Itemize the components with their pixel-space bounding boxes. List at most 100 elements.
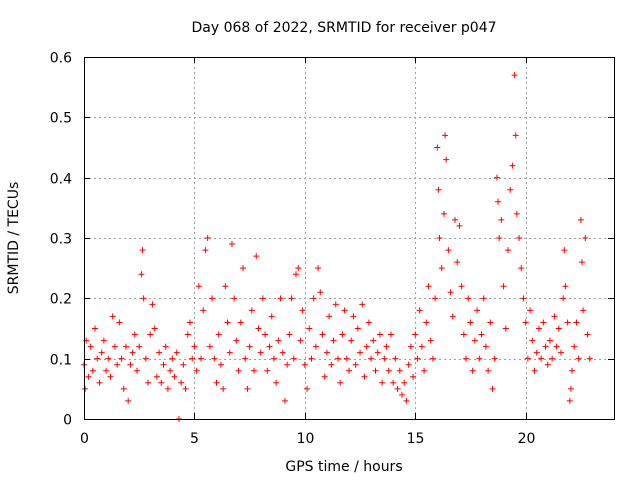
data-point — [540, 319, 547, 326]
data-point — [149, 301, 156, 308]
data-point — [195, 283, 202, 290]
data-point — [277, 295, 284, 302]
data-point — [279, 349, 286, 356]
data-point — [297, 337, 304, 344]
data-point — [105, 355, 112, 362]
data-point — [359, 301, 366, 308]
data-point — [315, 265, 322, 272]
data-point — [255, 325, 262, 332]
data-point — [339, 331, 346, 338]
data-point — [306, 325, 313, 332]
data-point — [94, 355, 101, 362]
data-point — [111, 343, 118, 350]
data-point — [204, 235, 211, 241]
data-point — [427, 337, 434, 344]
data-point — [164, 385, 171, 392]
data-point — [396, 367, 403, 374]
data-point — [103, 367, 110, 374]
data-point — [438, 265, 445, 272]
data-point — [460, 331, 467, 338]
data-point — [257, 349, 264, 356]
data-point — [533, 349, 540, 356]
data-point — [301, 361, 308, 368]
data-point — [290, 355, 297, 362]
data-point — [134, 367, 140, 374]
data-point — [487, 319, 494, 326]
data-point — [206, 343, 213, 350]
data-point — [390, 379, 397, 386]
data-point — [326, 313, 333, 320]
axis-ticks — [84, 57, 614, 420]
data-point — [440, 210, 447, 217]
data-point — [476, 355, 483, 362]
data-point — [376, 331, 383, 338]
data-point — [319, 331, 326, 338]
data-point — [442, 132, 449, 139]
data-point — [346, 367, 352, 374]
data-point — [259, 295, 266, 302]
data-point — [173, 349, 180, 356]
x-tick-label: 5 — [190, 431, 199, 447]
data-point — [270, 355, 277, 362]
y-tick-label: 0.5 — [50, 111, 72, 127]
data-point — [246, 343, 253, 350]
data-point — [495, 198, 502, 205]
data-point — [273, 379, 280, 386]
data-point — [474, 307, 481, 314]
data-point — [456, 222, 463, 229]
data-point — [118, 355, 125, 362]
data-point — [233, 337, 240, 344]
data-point — [383, 343, 390, 350]
data-point — [372, 367, 379, 374]
data-point — [198, 355, 205, 362]
data-point — [520, 295, 527, 302]
data-point — [87, 343, 94, 350]
data-point — [401, 379, 408, 386]
data-point — [571, 343, 578, 350]
data-point — [491, 355, 498, 362]
data-point — [542, 343, 549, 350]
data-point — [544, 361, 551, 368]
data-point — [561, 247, 568, 254]
data-point — [584, 331, 591, 338]
data-point — [191, 343, 198, 350]
data-point — [471, 337, 478, 344]
y-axis-label: SRMTID / TECUs — [6, 182, 22, 295]
data-point — [410, 373, 417, 380]
data-point — [200, 307, 207, 314]
data-point — [96, 379, 103, 386]
data-point — [107, 373, 114, 380]
data-point — [341, 307, 348, 314]
data-point — [580, 307, 587, 314]
data-point — [125, 397, 132, 404]
data-point — [215, 331, 222, 338]
axis-tick-labels: 0 0.1 0.2 0.3 0.4 0.5 0.6 0 5 10 15 20 — [50, 51, 536, 448]
data-point — [321, 373, 328, 380]
data-point — [139, 247, 146, 254]
data-point — [480, 295, 487, 302]
data-point — [535, 325, 542, 332]
data-point — [562, 283, 569, 290]
x-axis-label: GPS time / hours — [285, 459, 402, 475]
data-point — [485, 367, 492, 374]
data-point — [370, 337, 377, 344]
data-point — [184, 331, 191, 338]
data-point — [412, 331, 419, 338]
data-point — [489, 385, 496, 392]
data-point — [158, 379, 165, 386]
data-point — [153, 373, 160, 380]
data-point — [403, 397, 410, 404]
data-point — [231, 295, 238, 302]
data-point — [518, 265, 525, 272]
data-point — [127, 361, 134, 368]
data-point — [193, 367, 200, 374]
data-point — [281, 397, 288, 404]
data-point — [507, 186, 514, 193]
data-point — [120, 385, 127, 392]
data-point — [275, 337, 282, 344]
data-point — [334, 355, 341, 362]
data-point — [465, 295, 472, 302]
data-point — [151, 325, 158, 332]
data-point — [524, 355, 531, 362]
